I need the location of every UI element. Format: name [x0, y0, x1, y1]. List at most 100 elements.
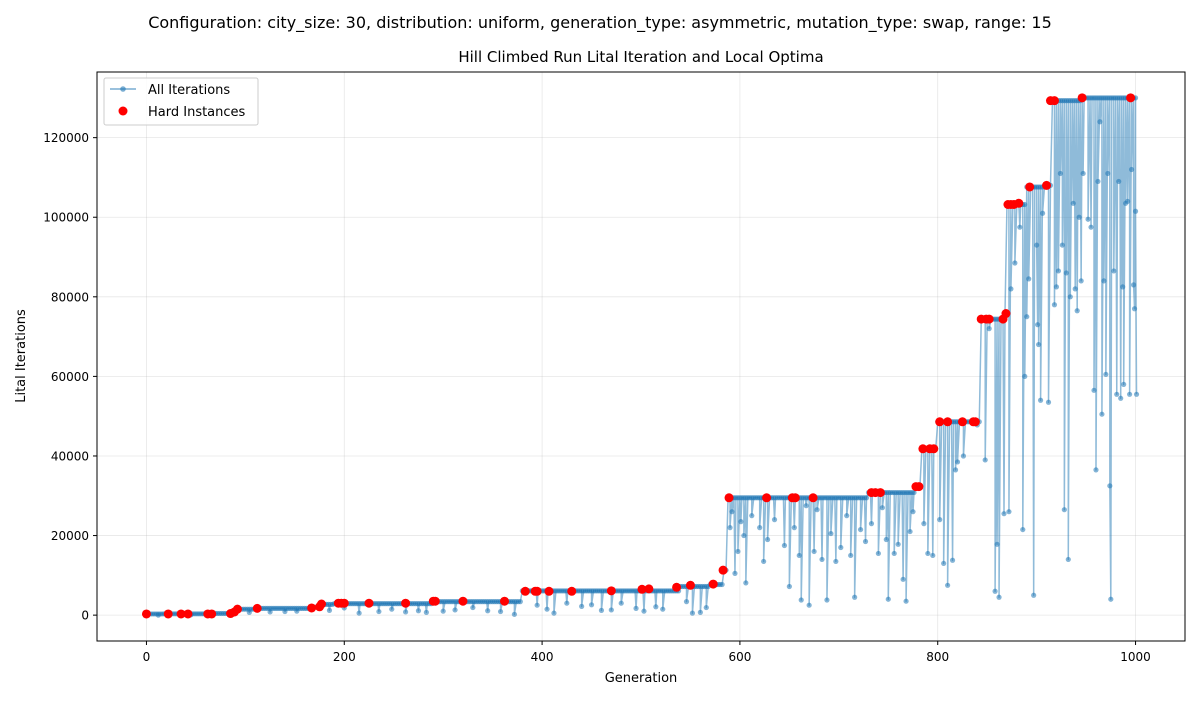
all-iterations-point — [1080, 170, 1086, 177]
all-iterations-point — [1017, 224, 1023, 230]
all-iterations-point — [1105, 170, 1111, 177]
all-iterations-point — [824, 597, 830, 603]
all-iterations-point — [1070, 200, 1076, 206]
all-iterations-point — [960, 453, 967, 459]
all-iterations-point — [811, 548, 817, 555]
hard-instance-point — [401, 598, 411, 608]
hard-instance-point — [935, 417, 945, 427]
all-iterations-point — [689, 610, 696, 616]
all-iterations-point — [1026, 276, 1032, 282]
all-iterations-point — [996, 594, 1002, 600]
all-iterations-point — [994, 541, 1000, 547]
all-iterations-point — [930, 552, 936, 559]
hard-instance-point — [544, 586, 554, 596]
legend-frame — [103, 77, 259, 126]
all-iterations-point — [863, 495, 870, 501]
hard-instance-point — [762, 493, 772, 503]
all-iterations-point — [376, 608, 382, 615]
all-iterations-point — [1012, 260, 1018, 266]
all-iterations-point — [879, 505, 885, 511]
all-iterations-point — [1095, 178, 1101, 185]
all-iterations-point — [891, 550, 897, 557]
y-tick-label: 80000 — [51, 290, 89, 304]
hard-instance-point — [176, 609, 186, 619]
all-iterations-point — [952, 467, 959, 473]
chart-title: Hill Climbed Run Lital Iteration and Loc… — [458, 48, 823, 66]
all-iterations-point — [1051, 302, 1058, 308]
all-iterations-point — [1001, 511, 1007, 517]
hard-instance-point — [141, 609, 151, 619]
all-iterations-point — [911, 489, 917, 496]
all-iterations-point — [1039, 210, 1046, 216]
legend-label-all-iterations: All Iterations — [148, 83, 230, 98]
legend-label-hard-instances: Hard Instances — [148, 105, 246, 120]
all-iterations-point — [1037, 397, 1044, 403]
all-iterations-point — [452, 607, 458, 613]
series-hard-instances — [141, 93, 1136, 619]
hard-instance-point — [183, 609, 193, 619]
y-tick-label: 120000 — [43, 131, 89, 145]
hard-instance-point — [232, 604, 242, 614]
all-iterations-point — [992, 588, 998, 594]
hard-instance-point — [163, 609, 173, 619]
all-iterations-point — [885, 596, 891, 602]
all-iterations-point — [598, 607, 605, 613]
all-iterations-point — [1067, 294, 1073, 300]
x-tick-label: 200 — [333, 650, 356, 664]
all-iterations-point — [534, 602, 540, 608]
all-iterations-point — [857, 526, 864, 533]
all-iterations-point — [735, 548, 741, 555]
hard-instance-point — [808, 493, 818, 503]
hard-instance-point — [685, 580, 695, 590]
all-iterations-point — [1063, 270, 1069, 276]
all-iterations-point — [1061, 507, 1067, 513]
hard-instance-point — [1126, 93, 1136, 103]
hard-instance-point — [918, 444, 928, 454]
hard-instance-point — [943, 417, 953, 427]
x-axis-label: Generation — [605, 671, 678, 686]
all-iterations-point — [1133, 391, 1140, 397]
hard-instance-point — [644, 584, 654, 594]
all-iterations-point — [653, 604, 659, 610]
all-iterations-point — [1114, 391, 1120, 397]
all-iterations-point — [895, 541, 901, 547]
all-iterations-point — [727, 525, 733, 531]
all-iterations-point — [517, 599, 523, 605]
all-iterations-point — [1074, 308, 1080, 314]
all-iterations-point — [415, 608, 422, 614]
hard-instance-point — [1001, 309, 1011, 319]
all-iterations-point — [819, 556, 825, 563]
all-iterations-point — [749, 513, 755, 519]
all-iterations-point — [1128, 166, 1135, 173]
all-iterations-point — [1125, 198, 1131, 204]
all-iterations-point — [771, 517, 778, 523]
figure-suptitle: Configuration: city_size: 30, distributi… — [148, 13, 1052, 33]
all-iterations-point — [1103, 371, 1109, 378]
hard-instance-point — [1077, 93, 1087, 103]
all-iterations-point — [1120, 284, 1126, 290]
hard-instance-point — [430, 596, 440, 606]
plot-area — [96, 71, 1186, 642]
hard-instance-point — [364, 598, 374, 608]
hard-instance-point — [1025, 182, 1035, 192]
all-iterations-point — [719, 581, 725, 588]
all-iterations-point — [618, 600, 624, 606]
all-iterations-point — [814, 507, 820, 513]
y-tick-label: 0 — [81, 609, 89, 623]
x-tick-label: 800 — [926, 650, 949, 664]
all-iterations-point — [910, 509, 916, 515]
y-tick-label: 100000 — [43, 211, 89, 225]
x-tick-label: 600 — [728, 650, 751, 664]
all-iterations-point — [423, 609, 429, 615]
all-iterations-point — [838, 544, 844, 551]
all-iterations-point — [1055, 268, 1061, 274]
hard-instance-point — [637, 584, 647, 594]
series-all-iterations — [143, 95, 1140, 618]
all-iterations-point — [875, 550, 881, 557]
all-iterations-point — [608, 607, 614, 613]
all-iterations-point — [683, 599, 690, 605]
hard-instance-point — [708, 579, 718, 589]
all-iterations-point — [1091, 387, 1097, 393]
all-iterations-point — [511, 611, 517, 617]
